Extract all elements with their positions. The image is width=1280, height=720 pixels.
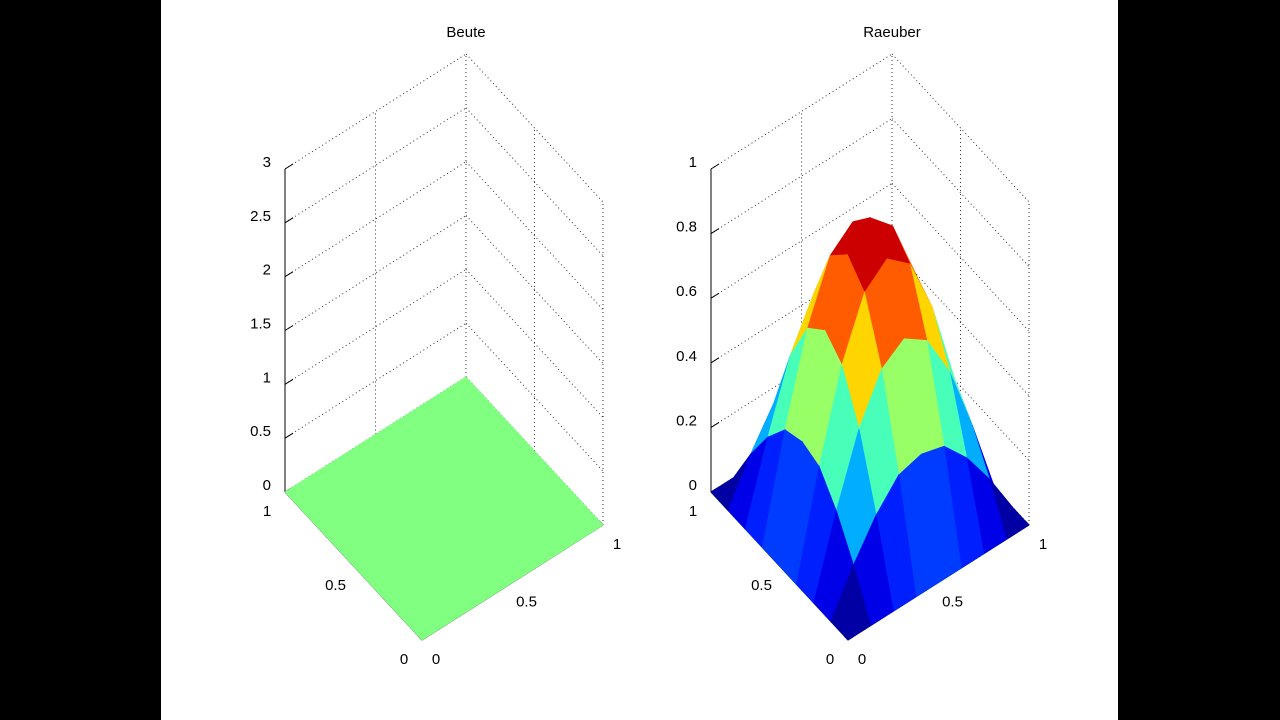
y-tick-label: 1 [689,503,697,520]
tick-mark [284,378,294,385]
tick-mark [284,325,294,331]
z-tick-label: 3 [263,154,271,171]
x-tick-label: 0 [432,651,440,668]
grid-line [465,215,604,364]
tick-mark [284,163,294,170]
grid-line [891,182,1030,332]
z-tick-label: 0.4 [676,348,697,365]
x-tick-label: 0 [858,651,866,668]
y-tick-label: 0.5 [751,577,772,594]
z-tick-label: 1 [689,154,697,171]
x-tick-label: 1 [1039,536,1047,553]
tick-mark [284,432,294,439]
y-tick-label: 1 [263,503,271,520]
z-tick-label: 1.5 [250,315,271,332]
chart-title: Beute [446,24,485,41]
z-tick-label: 0.5 [250,423,271,440]
z-tick-label: 0 [263,477,271,494]
grid-line [891,247,1030,397]
grid-line [891,118,1030,267]
surface-patch [284,376,604,641]
x-tick-label: 1 [613,536,621,553]
z-tick-label: 2 [263,262,271,279]
z-tick-label: 0.6 [676,283,697,300]
surface-patch [830,563,872,641]
chart-title: Raeuber [863,24,921,41]
grid-line [465,268,604,418]
grid-line [891,312,1030,461]
y-tick-label: 0 [826,651,834,668]
tick-mark [284,271,294,278]
grid-line [465,322,604,472]
grid-line [465,161,604,311]
tick-mark [710,228,720,235]
tick-mark [710,292,720,299]
y-tick-label: 0.5 [325,577,346,594]
grid-line [891,53,1030,203]
z-tick-label: 0 [689,477,697,494]
tick-mark [284,217,294,224]
z-tick-label: 0.2 [676,412,697,429]
tick-mark [710,357,720,364]
z-tick-label: 1 [263,369,271,386]
y-tick-label: 0 [400,651,408,668]
tick-mark [710,163,720,170]
z-tick-label: 2.5 [250,208,271,225]
tick-mark [710,421,720,428]
grid-line [465,53,604,203]
grid-line [465,107,604,257]
x-tick-label: 0.5 [942,593,963,610]
figure [161,0,1118,720]
x-tick-label: 0.5 [516,593,537,610]
z-tick-label: 0.8 [676,219,697,236]
